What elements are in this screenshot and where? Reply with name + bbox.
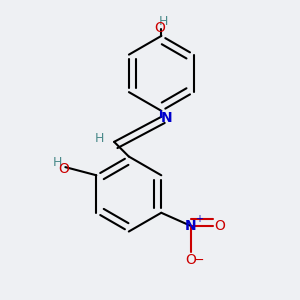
Text: O: O (154, 21, 165, 35)
Text: O: O (58, 162, 69, 176)
Text: O: O (214, 219, 225, 233)
Text: −: − (194, 254, 204, 267)
Text: H: H (158, 15, 168, 28)
Text: H: H (95, 132, 104, 145)
Text: O: O (185, 253, 196, 267)
Text: H: H (52, 156, 62, 169)
Text: N: N (185, 219, 197, 233)
Text: +: + (195, 214, 203, 224)
Text: N: N (160, 111, 172, 125)
